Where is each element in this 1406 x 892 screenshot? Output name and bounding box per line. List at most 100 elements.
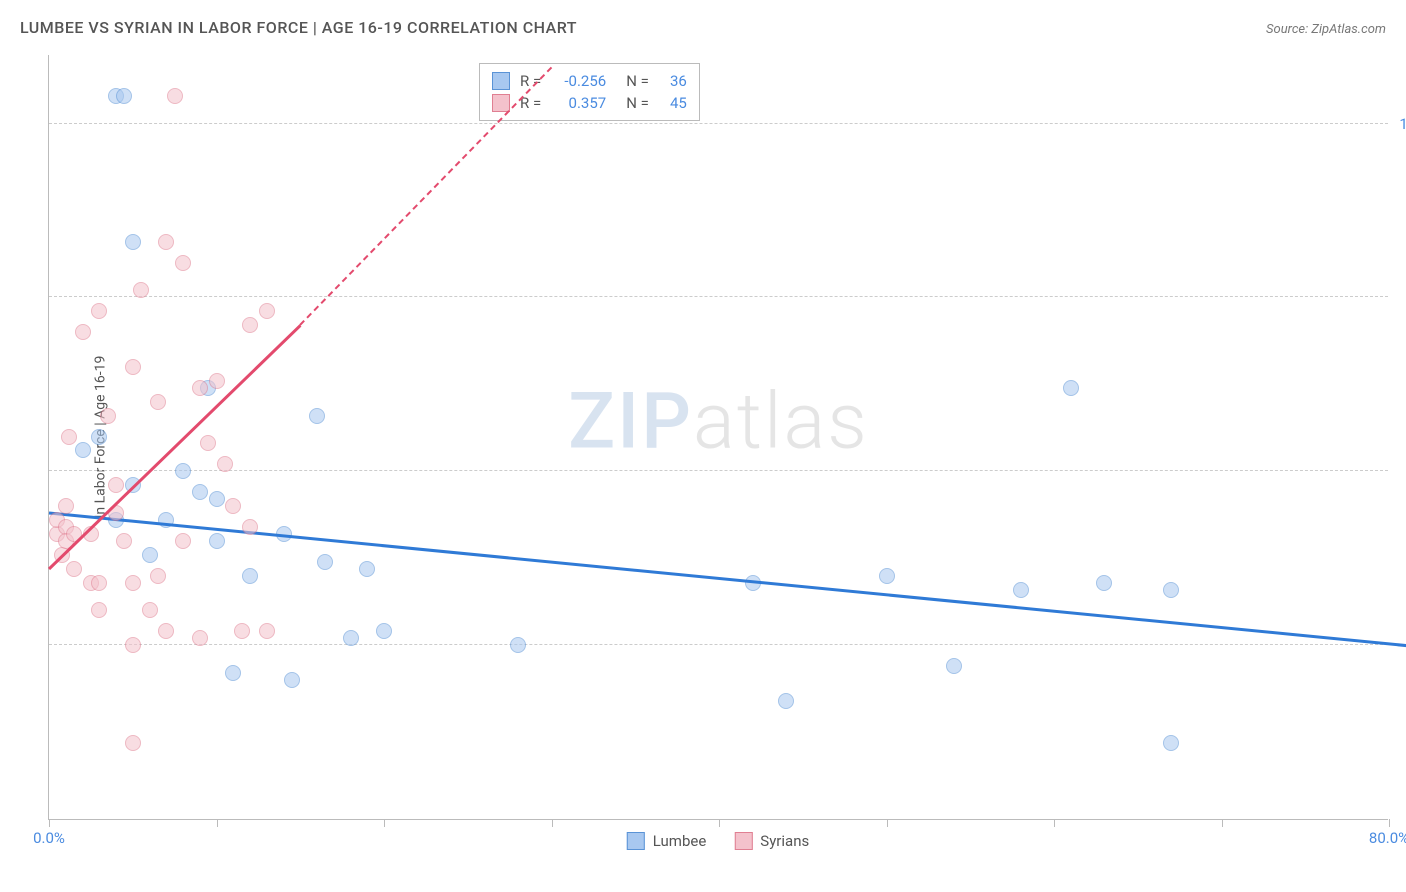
data-point — [75, 442, 91, 458]
x-tick-label: 80.0% — [1369, 829, 1406, 847]
legend-swatch — [492, 72, 510, 90]
x-tick — [49, 819, 50, 827]
data-point — [225, 665, 241, 681]
data-point — [1013, 582, 1029, 598]
data-point — [192, 484, 208, 500]
gridline — [49, 296, 1388, 297]
data-point — [58, 498, 74, 514]
x-tick-label: 0.0% — [33, 829, 65, 847]
data-point — [242, 568, 258, 584]
legend-r-value: -0.256 — [551, 72, 606, 90]
data-point — [234, 623, 250, 639]
series-name: Lumbee — [653, 832, 707, 850]
trend-line — [300, 67, 553, 326]
data-point — [91, 602, 107, 618]
data-point — [209, 533, 225, 549]
legend-swatch — [627, 832, 645, 850]
data-point — [150, 568, 166, 584]
legend-r-value: 0.357 — [551, 94, 606, 112]
gridline — [49, 644, 1388, 645]
legend-n-label: N = — [626, 72, 649, 90]
data-point — [167, 88, 183, 104]
legend-n-value: 36 — [659, 72, 687, 90]
data-point — [91, 429, 107, 445]
x-tick — [887, 819, 888, 827]
chart-area: ZIPatlas R = -0.256N = 36R = 0.357N = 45… — [48, 55, 1388, 820]
series-legend-item: Syrians — [734, 832, 809, 850]
data-point — [242, 317, 258, 333]
legend-n-label: N = — [626, 94, 649, 112]
x-tick — [384, 819, 385, 827]
data-point — [376, 623, 392, 639]
data-point — [359, 561, 375, 577]
data-point — [242, 519, 258, 535]
data-point — [1163, 735, 1179, 751]
data-point — [209, 491, 225, 507]
x-tick — [217, 819, 218, 827]
data-point — [116, 533, 132, 549]
data-point — [510, 637, 526, 653]
data-point — [259, 623, 275, 639]
source-label: Source: ZipAtlas.com — [1266, 22, 1386, 37]
data-point — [142, 602, 158, 618]
data-point — [66, 561, 82, 577]
data-point — [1163, 582, 1179, 598]
data-point — [100, 408, 116, 424]
data-point — [125, 735, 141, 751]
correlation-legend: R = -0.256N = 36R = 0.357N = 45 — [479, 63, 700, 121]
data-point — [108, 477, 124, 493]
data-point — [125, 575, 141, 591]
data-point — [133, 282, 149, 298]
watermark-atlas: atlas — [693, 376, 869, 467]
data-point — [1063, 380, 1079, 396]
data-point — [158, 623, 174, 639]
data-point — [91, 303, 107, 319]
gridline — [49, 470, 1388, 471]
data-point — [125, 359, 141, 375]
data-point — [317, 554, 333, 570]
chart-title: LUMBEE VS SYRIAN IN LABOR FORCE | AGE 16… — [20, 18, 577, 37]
data-point — [75, 324, 91, 340]
data-point — [209, 373, 225, 389]
data-point — [158, 234, 174, 250]
data-point — [879, 568, 895, 584]
data-point — [192, 380, 208, 396]
x-tick — [552, 819, 553, 827]
y-tick-label: 100.0% — [1399, 115, 1406, 133]
data-point — [192, 630, 208, 646]
data-point — [309, 408, 325, 424]
data-point — [259, 303, 275, 319]
data-point — [217, 456, 233, 472]
data-point — [200, 435, 216, 451]
data-point — [1096, 575, 1112, 591]
data-point — [778, 693, 794, 709]
series-legend: Lumbee Syrians — [627, 832, 809, 850]
data-point — [343, 630, 359, 646]
data-point — [61, 429, 77, 445]
x-tick — [719, 819, 720, 827]
legend-swatch — [734, 832, 752, 850]
data-point — [946, 658, 962, 674]
watermark: ZIPatlas — [568, 376, 869, 467]
scatter-plot: ZIPatlas R = -0.256N = 36R = 0.357N = 45… — [48, 55, 1388, 820]
x-tick — [1389, 819, 1390, 827]
data-point — [225, 498, 241, 514]
data-point — [91, 575, 107, 591]
data-point — [175, 463, 191, 479]
data-point — [125, 234, 141, 250]
data-point — [125, 637, 141, 653]
legend-n-value: 45 — [659, 94, 687, 112]
data-point — [175, 533, 191, 549]
data-point — [142, 547, 158, 563]
legend-row: R = -0.256N = 36 — [492, 70, 687, 92]
series-legend-item: Lumbee — [627, 832, 707, 850]
data-point — [284, 672, 300, 688]
data-point — [150, 394, 166, 410]
series-name: Syrians — [760, 832, 809, 850]
data-point — [175, 255, 191, 271]
x-tick — [1054, 819, 1055, 827]
data-point — [116, 88, 132, 104]
x-tick — [1222, 819, 1223, 827]
gridline — [49, 123, 1388, 124]
watermark-zip: ZIP — [568, 376, 693, 467]
